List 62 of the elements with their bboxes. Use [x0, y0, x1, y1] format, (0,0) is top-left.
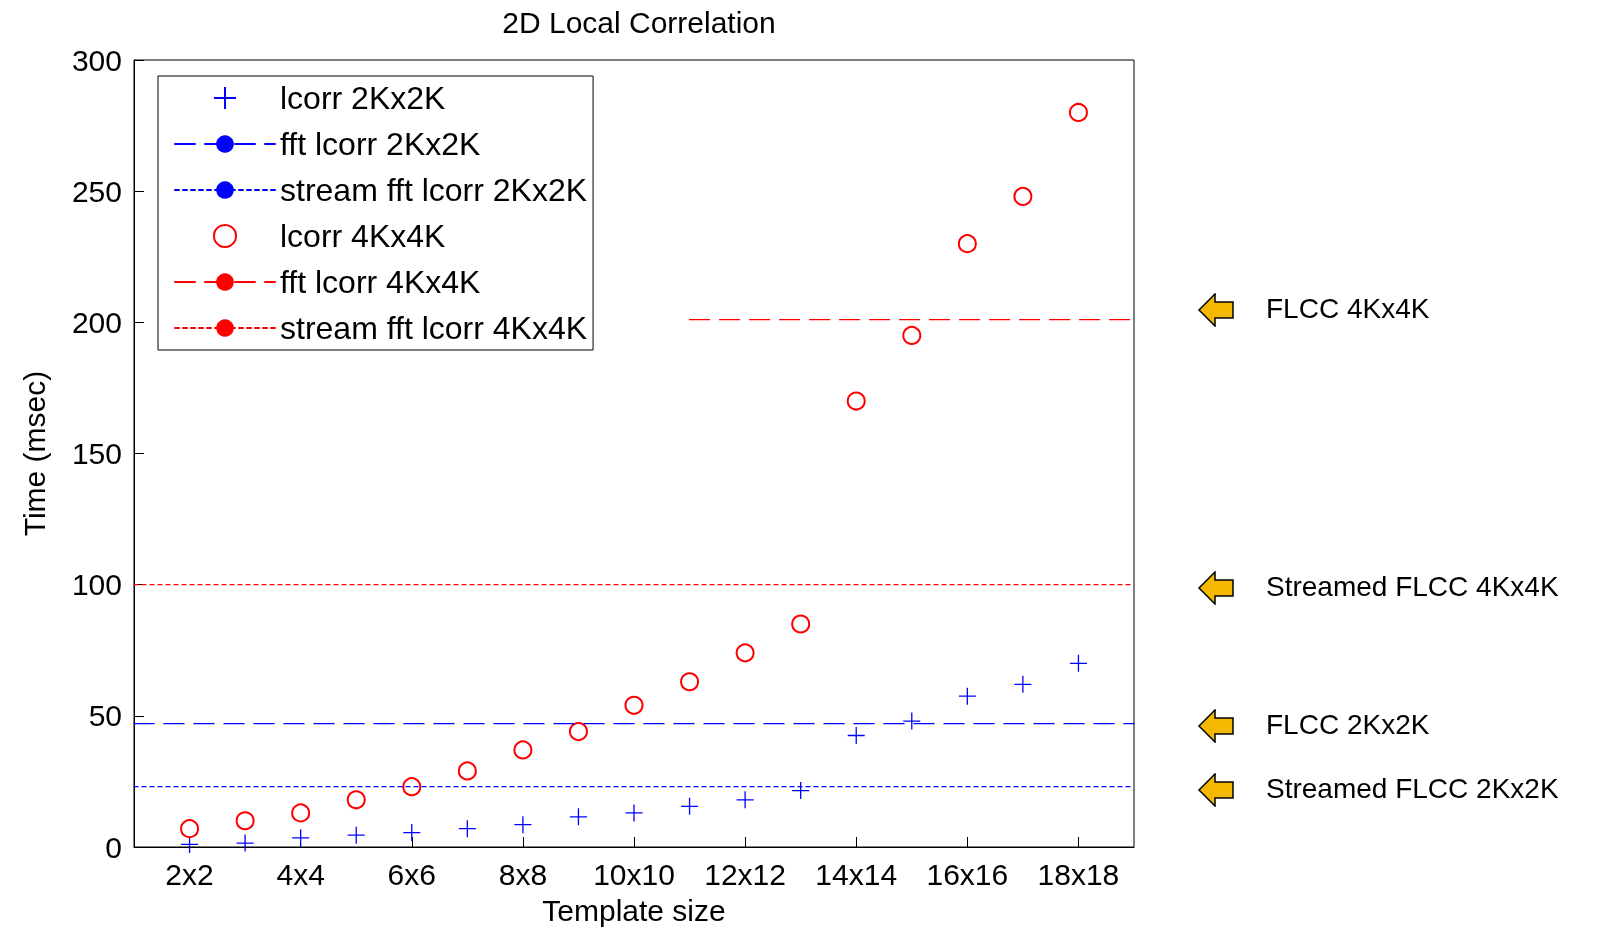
- point: [1013, 675, 1033, 694]
- x-tick-label: 18x18: [1037, 857, 1120, 891]
- point: [513, 740, 533, 760]
- x-tick-label: 12x12: [704, 857, 786, 891]
- y-tick-label: 200: [71, 305, 122, 339]
- point: [624, 695, 644, 715]
- point: [902, 325, 922, 345]
- point: [1068, 102, 1088, 122]
- point: [958, 687, 977, 706]
- x-tick-label: 8x8: [498, 857, 548, 891]
- legend-label: fft lcorr 2Kx2K: [280, 126, 481, 162]
- text: Streamed FLCC 4Kx4K: [1266, 570, 1559, 602]
- text: FLCC 4Kx4K: [1266, 292, 1430, 324]
- point: [513, 815, 533, 834]
- point: [291, 828, 310, 847]
- y-axis-title: Time (msec): [17, 370, 51, 537]
- point: [235, 811, 255, 831]
- point: [902, 711, 921, 731]
- point: [680, 797, 699, 816]
- text: FLCC 2Kx2K: [1266, 708, 1430, 740]
- point: [347, 826, 366, 845]
- point: [1069, 654, 1088, 673]
- point: [568, 722, 588, 742]
- legend-label: lcorr 4Kx4K: [280, 218, 446, 254]
- point: [957, 234, 977, 254]
- legend-label: fft lcorr 4Kx4K: [280, 264, 481, 300]
- x-tick-label: 16x16: [926, 857, 1009, 891]
- point: [680, 672, 700, 692]
- x-tick-label: 14x14: [815, 857, 898, 891]
- y-tick-label: 250: [71, 174, 122, 208]
- x-axis-title: Template size: [542, 893, 726, 927]
- x-tick-label: 6x6: [387, 857, 436, 891]
- y-tick-label: 150: [71, 437, 122, 470]
- point: [624, 803, 644, 823]
- point: [235, 833, 255, 853]
- legend-label: stream fft lcorr 2Kx2K: [280, 172, 588, 208]
- point: [180, 819, 200, 839]
- point: [458, 819, 477, 838]
- point: [1013, 186, 1033, 206]
- y-tick-label: 0: [105, 830, 122, 864]
- legend-label: lcorr 2Kx2K: [280, 80, 446, 116]
- point: [291, 803, 311, 823]
- point: [735, 643, 755, 663]
- text: Streamed FLCC 2Kx2K: [1266, 772, 1559, 804]
- point: [569, 807, 588, 826]
- point: [402, 823, 421, 842]
- y-tick-label: 100: [71, 568, 122, 602]
- point: [846, 391, 866, 411]
- x-tick-label: 4x4: [276, 857, 325, 891]
- point: [402, 777, 422, 797]
- x-tick-label: 10x10: [593, 857, 675, 891]
- point: [346, 790, 366, 810]
- y-tick-label: 50: [88, 699, 122, 733]
- point: [457, 761, 477, 781]
- legend-label: stream fft lcorr 4Kx4K: [280, 310, 588, 346]
- point: [735, 790, 755, 809]
- point: [847, 726, 866, 745]
- point: [791, 614, 811, 634]
- x-tick-label: 2x2: [165, 857, 214, 891]
- y-tick-label: 300: [71, 43, 122, 77]
- chart-title: 2D Local Correlation: [502, 5, 776, 39]
- point: [791, 781, 810, 800]
